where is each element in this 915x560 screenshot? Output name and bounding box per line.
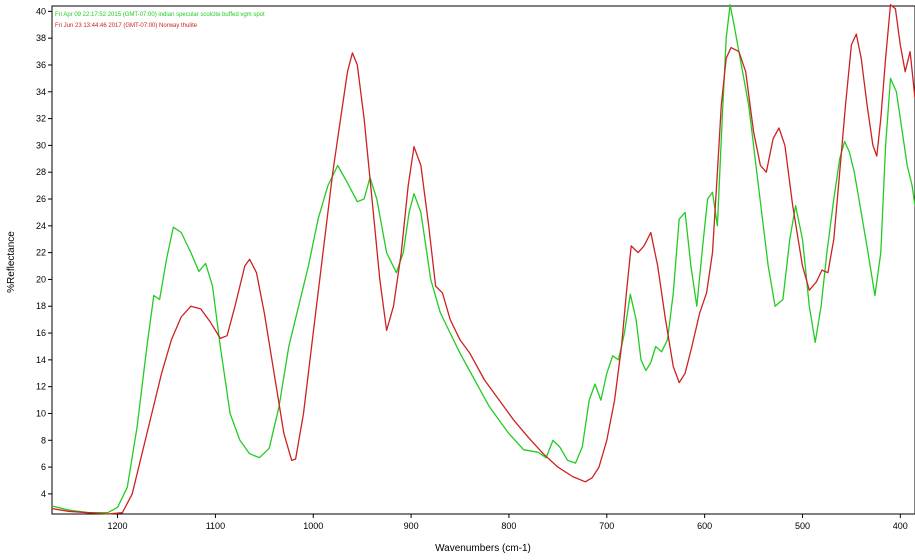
y-tick-label: 18 (36, 301, 46, 311)
y-tick-label: 4 (41, 489, 46, 499)
x-tick-label: 900 (404, 521, 419, 531)
y-axis-title: %Reflectance (6, 231, 17, 293)
x-tick-label: 800 (501, 521, 516, 531)
y-tick-label: 38 (36, 33, 46, 43)
x-axis-title: Wavenumbers (cm-1) (435, 543, 531, 554)
x-tick-label: 1200 (108, 521, 128, 531)
y-tick-label: 20 (36, 274, 46, 284)
x-tick-label: 500 (795, 521, 810, 531)
y-tick-label: 22 (36, 248, 46, 258)
x-tick-label: 400 (893, 521, 908, 531)
x-tick-label: 600 (697, 521, 712, 531)
y-tick-label: 26 (36, 194, 46, 204)
y-tick-label: 6 (41, 462, 46, 472)
legend-entry-1: Fri Apr 09 22:17:52 2015 (GMT-07:00) ind… (55, 12, 265, 18)
y-tick-label: 24 (36, 221, 46, 231)
y-tick-label: 8 (41, 435, 46, 445)
y-tick-label: 28 (36, 167, 46, 177)
legend-entry-2: Fri Jun 23 13:44:46 2017 (GMT-07:00) Nor… (55, 23, 198, 29)
x-tick-label: 1100 (206, 521, 225, 531)
y-tick-label: 12 (36, 382, 46, 392)
x-tick-label: 700 (599, 521, 614, 531)
y-tick-label: 16 (36, 328, 46, 338)
y-tick-label: 34 (36, 87, 46, 97)
x-tick-label: 1000 (303, 521, 323, 531)
y-tick-label: 30 (36, 140, 46, 150)
y-tick-label: 10 (36, 408, 46, 418)
y-tick-label: 36 (36, 60, 46, 70)
y-tick-label: 32 (36, 114, 46, 124)
y-tick-label: 40 (36, 6, 46, 16)
y-tick-label: 14 (36, 355, 46, 365)
